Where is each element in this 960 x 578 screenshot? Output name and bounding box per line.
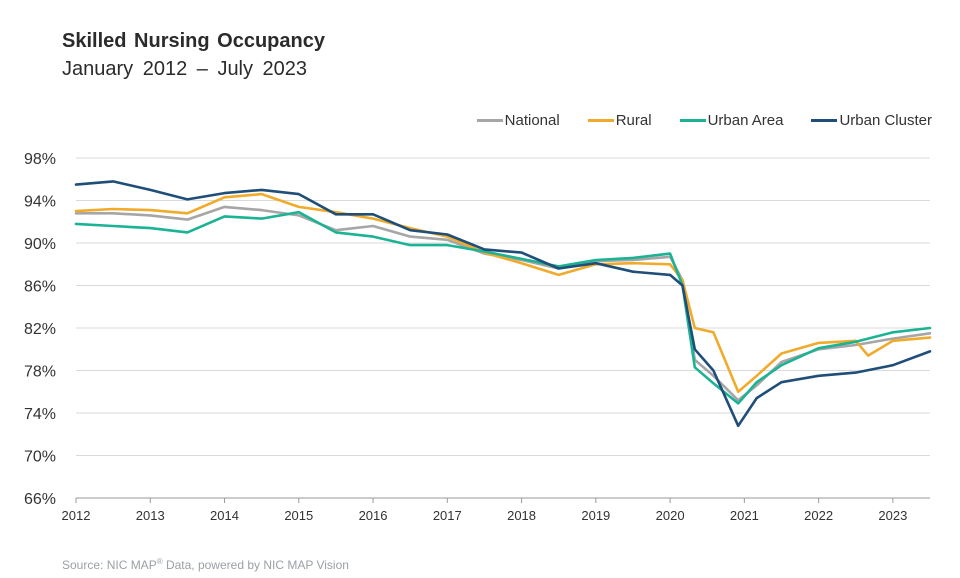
series-line-national <box>74 205 932 402</box>
legend-label-rural: Rural <box>615 112 652 129</box>
y-tick-label: 78% <box>24 364 56 381</box>
x-tick-label: 2012 <box>62 508 91 523</box>
legend-item-urban-area: Urban Area <box>679 112 784 129</box>
y-tick-label: 86% <box>24 279 56 296</box>
series-line-rural <box>74 192 932 394</box>
x-tick-label: 2022 <box>804 508 833 523</box>
legend-label-national: National <box>504 112 560 129</box>
series-line-urban-cluster <box>74 180 932 428</box>
x-tick-label: 2023 <box>878 508 907 523</box>
legend-item-urban-cluster: Urban Cluster <box>811 112 932 129</box>
legend-label-urban-cluster: Urban Cluster <box>839 112 932 129</box>
series-line-urban-area <box>74 210 932 405</box>
y-tick-label: 90% <box>24 236 56 253</box>
x-tick-label: 2021 <box>730 508 759 523</box>
y-tick-label: 70% <box>24 449 56 466</box>
x-tick-label: 2013 <box>136 508 165 523</box>
x-tick-label: 2020 <box>656 508 685 523</box>
legend-swatch-urban-cluster <box>811 119 838 122</box>
registered-mark: ® <box>156 557 163 566</box>
legend-swatch-national <box>476 119 503 122</box>
legend-item-rural: Rural <box>587 112 652 129</box>
chart-title: Skilled Nursing Occupancy <box>62 30 325 52</box>
y-tick-label: 82% <box>24 321 56 338</box>
x-tick-label: 2018 <box>507 508 536 523</box>
source-prefix: Source: NIC MAP <box>62 558 157 572</box>
legend-item-national: National <box>476 112 560 129</box>
x-tick-label: 2015 <box>284 508 313 523</box>
legend-swatch-urban-area <box>679 119 706 122</box>
legend-swatch-rural <box>587 119 614 122</box>
y-tick-label: 98% <box>24 151 56 168</box>
x-tick-label: 2017 <box>433 508 462 523</box>
y-tick-label: 94% <box>24 194 56 211</box>
y-tick-label: 74% <box>24 406 56 423</box>
chart-legend: National Rural Urban Area Urban Cluster <box>476 112 932 129</box>
y-tick-label: 66% <box>24 491 56 508</box>
legend-label-urban-area: Urban Area <box>707 112 784 129</box>
x-tick-label: 2019 <box>581 508 610 523</box>
source-suffix: Data, powered by NIC MAP Vision <box>162 558 349 572</box>
x-tick-label: 2016 <box>359 508 388 523</box>
source-note: Source: NIC MAP® Data, powered by NIC MA… <box>62 557 349 572</box>
x-tick-label: 2014 <box>210 508 239 523</box>
chart-subtitle: January 2012 – July 2023 <box>62 58 308 80</box>
